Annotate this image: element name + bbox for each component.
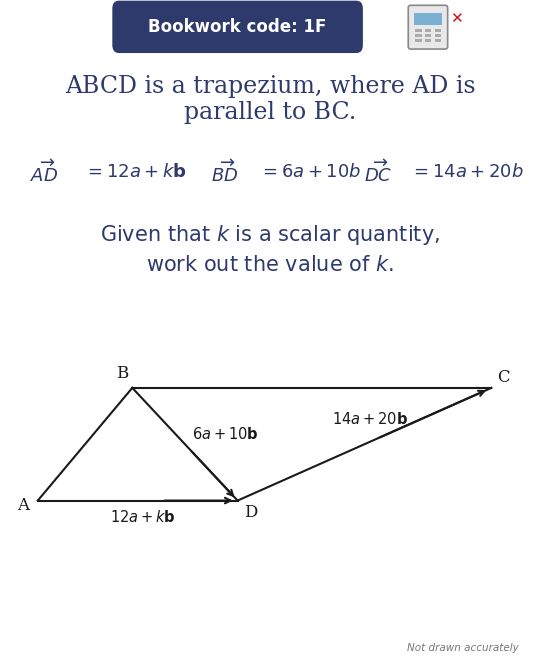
- Text: A: A: [17, 497, 29, 514]
- Bar: [425, 34, 431, 37]
- FancyBboxPatch shape: [112, 1, 363, 53]
- Text: B: B: [117, 365, 129, 382]
- Text: Bookwork code: 1F: Bookwork code: 1F: [148, 18, 327, 36]
- Text: D: D: [245, 504, 258, 521]
- Text: $\overrightarrow{\mathit{BD}}$: $\overrightarrow{\mathit{BD}}$: [211, 159, 238, 186]
- Bar: [415, 29, 422, 32]
- Text: $14\mathit{a} + 20\mathbf{b}$: $14\mathit{a} + 20\mathbf{b}$: [332, 411, 408, 427]
- Text: Given that $k$ is a scalar quantity,: Given that $k$ is a scalar quantity,: [100, 223, 440, 247]
- Bar: [435, 34, 441, 37]
- Bar: [415, 34, 422, 37]
- Text: ABCD is a trapezium, where AD is: ABCD is a trapezium, where AD is: [65, 75, 475, 97]
- FancyBboxPatch shape: [408, 5, 448, 49]
- Bar: [435, 39, 441, 42]
- Text: Not drawn accurately: Not drawn accurately: [407, 643, 518, 654]
- Text: parallel to BC.: parallel to BC.: [184, 101, 356, 124]
- Text: $= 12\mathit{a} + \mathit{k}\mathbf{b}$: $= 12\mathit{a} + \mathit{k}\mathbf{b}$: [84, 163, 186, 182]
- Bar: [415, 39, 422, 42]
- Text: $6\mathit{a} + 10\mathbf{b}$: $6\mathit{a} + 10\mathbf{b}$: [192, 426, 259, 442]
- Text: ✕: ✕: [450, 11, 463, 27]
- Text: $= 14\mathit{a} + 20\mathit{b}$: $= 14\mathit{a} + 20\mathit{b}$: [410, 163, 524, 182]
- Text: C: C: [497, 369, 510, 387]
- Text: $= 6\mathit{a} + 10\mathit{b}$: $= 6\mathit{a} + 10\mathit{b}$: [259, 163, 361, 182]
- Text: work out the value of $k$.: work out the value of $k$.: [146, 255, 394, 275]
- Bar: [425, 29, 431, 32]
- Text: $12\mathit{a} + k\mathbf{b}$: $12\mathit{a} + k\mathbf{b}$: [110, 509, 176, 525]
- Text: $\overrightarrow{\mathit{DC}}$: $\overrightarrow{\mathit{DC}}$: [364, 159, 393, 186]
- Bar: [414, 13, 442, 25]
- Bar: [425, 39, 431, 42]
- Bar: [435, 29, 441, 32]
- Text: $\overrightarrow{\mathit{AD}}$: $\overrightarrow{\mathit{AD}}$: [30, 159, 58, 186]
